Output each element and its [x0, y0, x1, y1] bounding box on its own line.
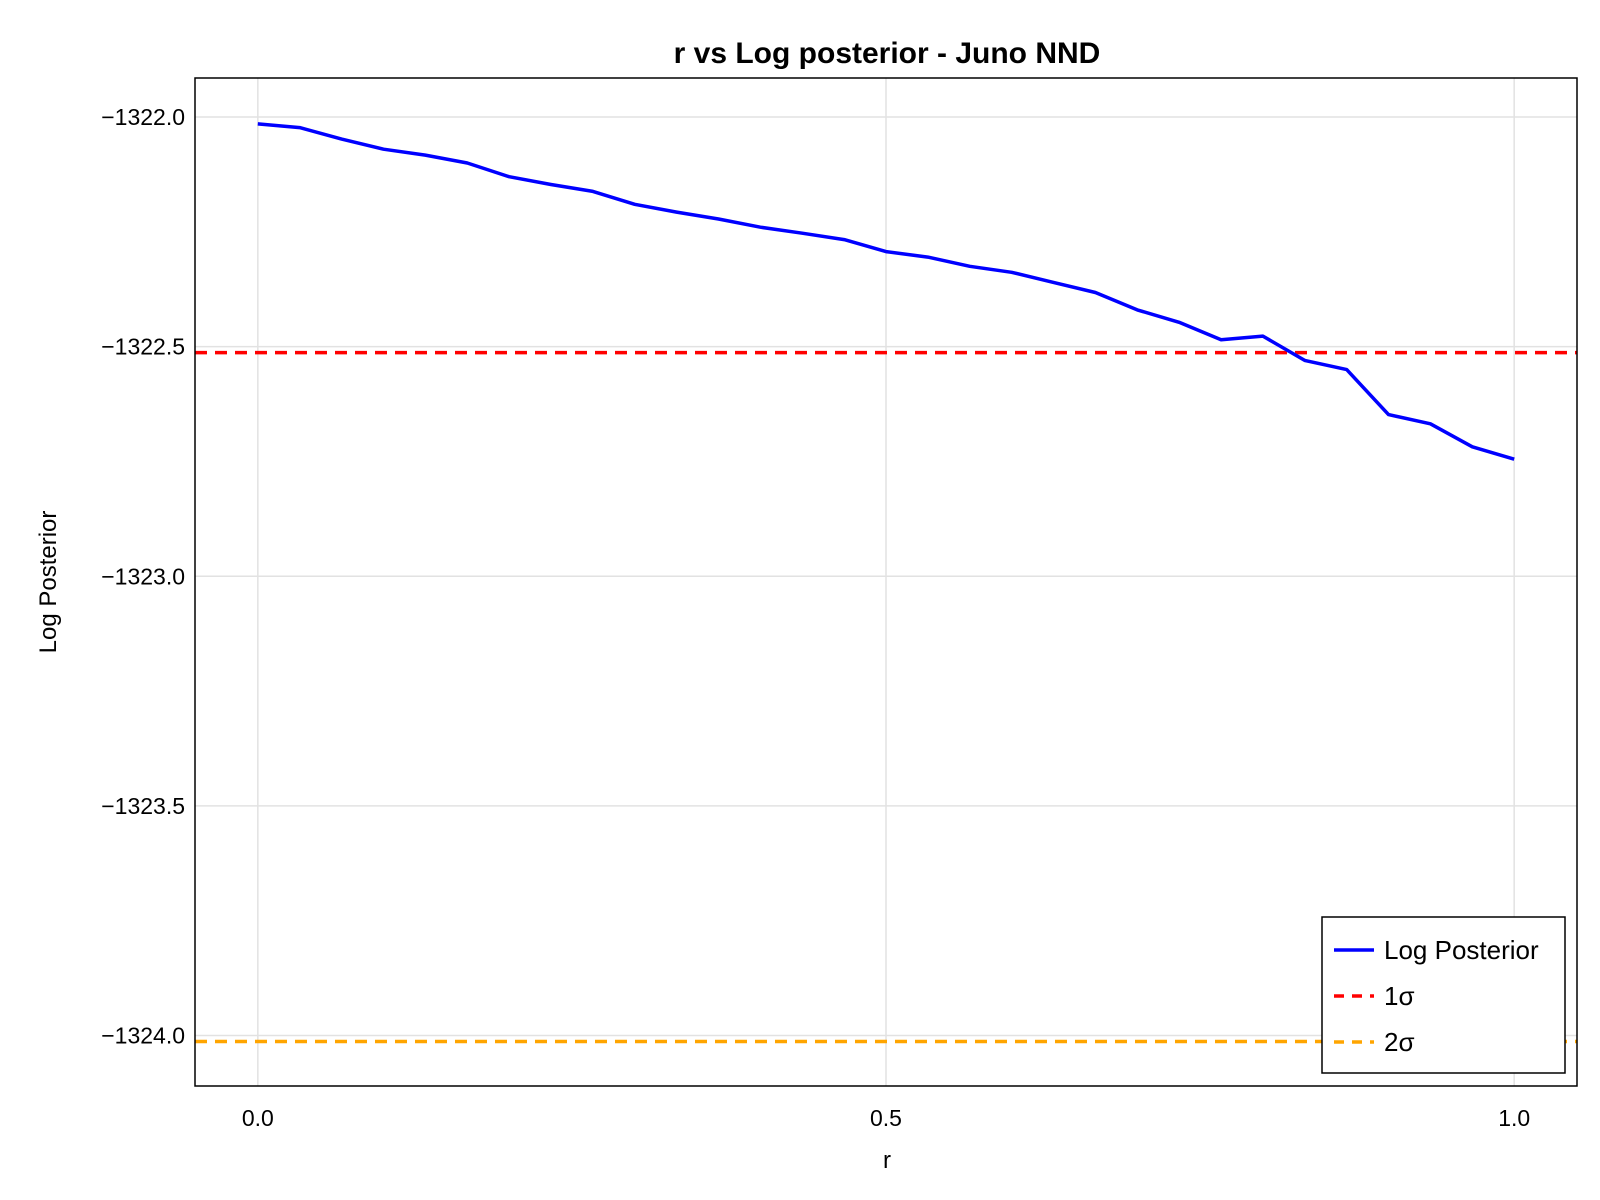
- legend: Log Posterior 1σ 2σ: [1321, 916, 1566, 1074]
- y-axis-label: Log Posterior: [35, 511, 62, 654]
- y-axis-ticks: −1322.0 −1322.5 −1323.0 −1323.5 −1324.0: [101, 104, 185, 1048]
- x-tick-label: 0.0: [242, 1105, 274, 1131]
- x-axis-label: r: [883, 1147, 891, 1174]
- legend-label: 2σ: [1384, 1027, 1415, 1057]
- plot-area-frame: [194, 77, 1578, 1087]
- y-tick-label: −1322.0: [101, 104, 185, 130]
- grid: [195, 78, 1577, 1086]
- x-axis-ticks: 0.0 0.5 1.0: [242, 1105, 1530, 1131]
- legend-label: Log Posterior: [1384, 935, 1539, 965]
- y-tick-label: −1323.0: [101, 563, 185, 589]
- x-tick-label: 0.5: [870, 1105, 902, 1131]
- legend-label: 1σ: [1384, 981, 1415, 1011]
- y-tick-label: −1323.5: [101, 793, 185, 819]
- series-lines: [257, 122, 1515, 461]
- series-line-log-posterior: [257, 122, 1515, 461]
- chart-title: r vs Log posterior - Juno NND: [674, 37, 1101, 70]
- y-tick-label: −1324.0: [101, 1022, 185, 1048]
- legend-box: [1321, 916, 1566, 1074]
- y-tick-label: −1322.5: [101, 334, 185, 360]
- x-tick-label: 1.0: [1498, 1105, 1530, 1131]
